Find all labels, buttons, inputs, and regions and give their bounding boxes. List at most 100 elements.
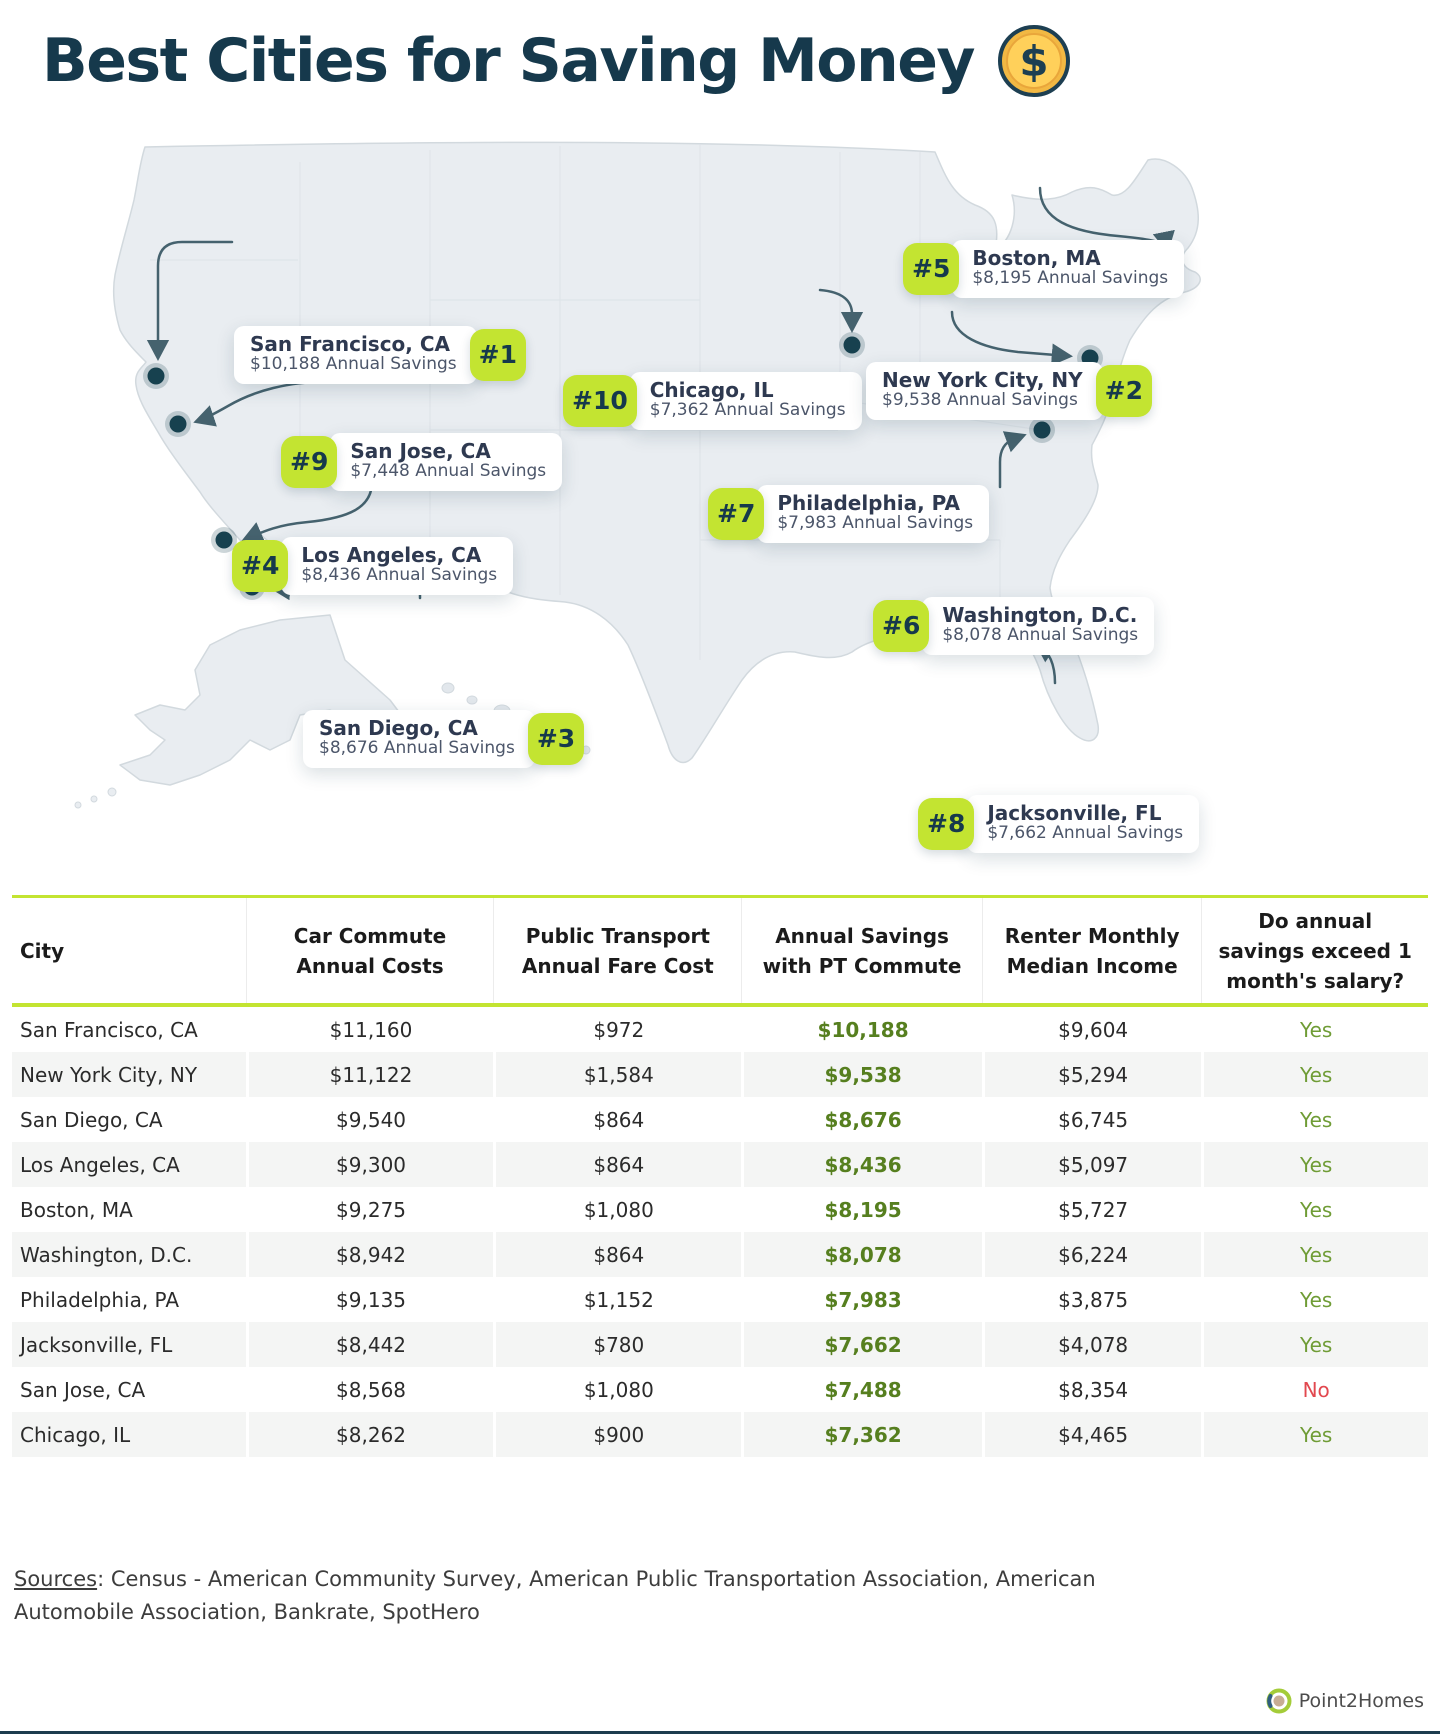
cell-car-cost: $8,568 [245,1367,494,1412]
callout-san-jose: #9 San Jose, CA $7,448 Annual Savings [281,433,563,491]
cell-exceeds: Yes [1201,1052,1428,1097]
cell-pt-fare: $864 [493,1232,742,1277]
cell-exceeds: Yes [1201,1412,1428,1457]
callout-city: Boston, MA [972,246,1101,270]
cell-annual-savings: $8,078 [741,1232,982,1277]
dot-san-jose [165,411,191,437]
page-title: Best Cities for Saving Money [42,26,976,96]
dollar-coin-icon: $ [998,25,1071,97]
cell-city: San Francisco, CA [20,1017,198,1042]
rank-badge: #1 [469,328,526,381]
cell-renter-income: $5,097 [981,1142,1202,1187]
arrow-san-francisco [146,240,234,361]
cell-pt-fare: $1,080 [493,1187,741,1232]
dot-san-francisco [143,363,169,389]
callout-savings: $7,448 Annual Savings [350,461,547,482]
cell-city: Boston, MA [20,1197,133,1222]
cell-exceeds: Yes [1201,1142,1428,1187]
cell-renter-income: $8,354 [981,1367,1201,1412]
cell-renter-income: $4,465 [981,1412,1202,1457]
cell-annual-savings: $8,195 [741,1187,982,1232]
cell-renter-income: $6,745 [981,1097,1201,1142]
cell-renter-income: $3,875 [981,1277,1201,1322]
dot-washington [1029,417,1055,443]
cell-car-cost: $8,262 [245,1412,494,1457]
sources-note: Sources: Census - American Community Sur… [14,1563,1189,1628]
table-row: San Francisco, CA $11,160 $972 $10,188 $… [12,1007,1428,1052]
cell-city: Chicago, IL [12,1412,246,1457]
cell-pt-fare: $864 [493,1097,741,1142]
rank-badge: #7 [708,487,765,540]
cell-exceeds: Yes [1201,1277,1428,1322]
cell-city: San Diego, CA [20,1107,163,1132]
brand-footer: Point2Homes [1266,1688,1424,1714]
callout-city: San Francisco, CA [250,332,451,356]
arrow-chicago [818,288,864,333]
column-header-exceeds-salary: Do annual savings exceed 1 month's salar… [1201,898,1428,1003]
arrow-washington [998,431,1027,489]
callout-savings: $10,188 Annual Savings [250,354,457,375]
cell-car-cost: $11,160 [245,1007,494,1052]
aleutian-islands [74,787,117,809]
callout-city: Chicago, IL [649,378,774,402]
callout-philadelphia: #7 Philadelphia, PA $7,983 Annual Savings [708,485,990,543]
cell-city: San Jose, CA [20,1377,146,1402]
callout-city: Jacksonville, FL [987,801,1162,825]
sources-text: : Census - American Community Survey, Am… [14,1567,1096,1624]
cell-city: Jacksonville, FL [12,1322,246,1367]
cell-car-cost: $11,122 [245,1052,494,1097]
cell-pt-fare: $900 [493,1412,742,1457]
rank-badge: #4 [232,539,289,592]
callout-city: San Diego, CA [319,716,478,740]
table-row: Chicago, IL $8,262 $900 $7,362 $4,465 Ye… [12,1412,1428,1457]
table-row: San Jose, CA $8,568 $1,080 $7,488 $8,354… [12,1367,1428,1412]
cell-pt-fare: $864 [493,1142,742,1187]
cell-pt-fare: $780 [493,1322,742,1367]
arrow-los-angeles [241,480,374,543]
rank-badge: #9 [281,435,338,488]
cell-annual-savings: $10,188 [741,1007,982,1052]
brand-name: Point2Homes [1298,1690,1424,1712]
callout-savings: $8,078 Annual Savings [942,625,1139,646]
cell-exceeds: Yes [1201,1007,1428,1052]
dot-los-angeles [211,527,237,553]
rank-badge: #3 [527,712,585,765]
callout-savings: $7,362 Annual Savings [649,400,846,421]
callout-city: Los Angeles, CA [301,543,482,567]
cell-exceeds: Yes [1201,1322,1428,1367]
callout-new-york: New York City, NY $9,538 Annual Savings #… [866,362,1152,420]
callout-san-diego: San Diego, CA $8,676 Annual Savings #3 [303,710,585,768]
cell-renter-income: $4,078 [981,1322,1202,1367]
table-row: Jacksonville, FL $8,442 $780 $7,662 $4,0… [12,1322,1428,1367]
cell-car-cost: $8,942 [245,1232,494,1277]
cell-annual-savings: $7,662 [741,1322,982,1367]
savings-table: City Car Commute Annual Costs Public Tra… [12,895,1428,1457]
callout-savings: $8,436 Annual Savings [301,565,498,586]
cell-car-cost: $9,540 [245,1097,494,1142]
cell-renter-income: $5,727 [981,1187,1201,1232]
callout-chicago: #10 Chicago, IL $7,362 Annual Savings [563,372,862,430]
cell-car-cost: $8,442 [245,1322,494,1367]
cell-annual-savings: $7,983 [741,1277,982,1322]
cell-exceeds: Yes [1201,1232,1428,1277]
rank-badge: #8 [918,797,975,850]
callout-jacksonville: #8 Jacksonville, FL $7,662 Annual Savings [918,795,1200,853]
point2homes-logo-icon [1266,1688,1292,1714]
cell-car-cost: $9,300 [245,1142,494,1187]
column-header-pt-fare: Public Transport Annual Fare Cost [493,898,741,1003]
callout-city: Philadelphia, PA [777,491,960,515]
callout-savings: $7,662 Annual Savings [987,823,1184,844]
callout-savings: $9,538 Annual Savings [882,390,1078,411]
cell-pt-fare: $972 [493,1007,741,1052]
cell-city: Washington, D.C. [12,1232,246,1277]
cell-exceeds: Yes [1201,1187,1428,1232]
arrow-new-york [950,310,1073,366]
cell-exceeds: No [1201,1367,1428,1412]
cell-annual-savings: $7,362 [741,1412,982,1457]
cell-car-cost: $9,275 [245,1187,494,1232]
callout-savings: $7,983 Annual Savings [777,513,974,534]
table-row: Boston, MA $9,275 $1,080 $8,195 $5,727 Y… [12,1187,1428,1232]
table-header-row: City Car Commute Annual Costs Public Tra… [12,895,1428,1007]
callout-savings: $8,195 Annual Savings [972,268,1169,289]
svg-text:$: $ [1019,37,1048,86]
